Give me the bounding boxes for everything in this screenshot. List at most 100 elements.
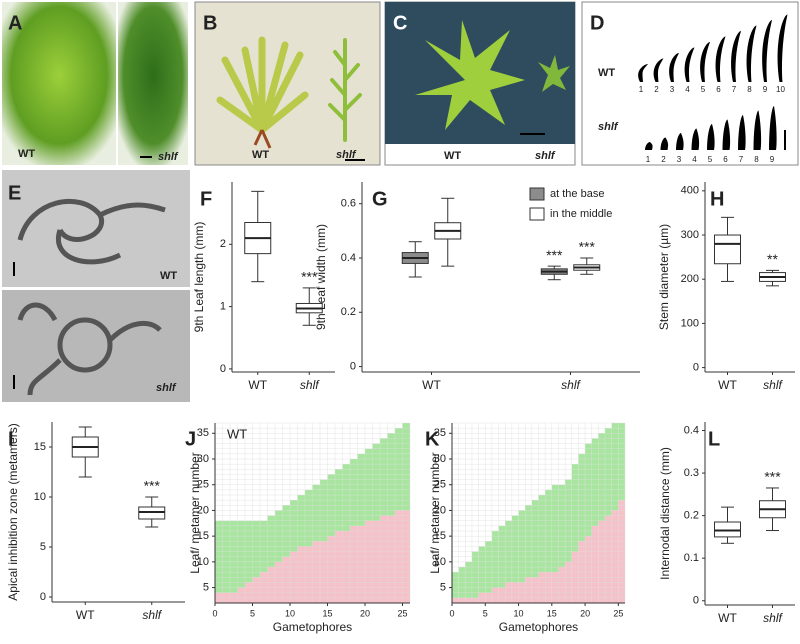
y-axis-label: Leaf/ metamer number xyxy=(188,452,202,573)
y-tick-label: 0.4 xyxy=(341,252,356,264)
leaf-number: 7 xyxy=(732,85,737,94)
cell-column xyxy=(380,515,388,603)
leaf xyxy=(731,31,741,82)
y-tick-label: 35 xyxy=(197,427,209,439)
y-tick-label: 0.2 xyxy=(684,510,699,522)
y-tick-label: 15 xyxy=(434,530,446,542)
y-axis-label: 9th Leaf width (mm) xyxy=(314,224,328,330)
cell-column xyxy=(605,428,612,516)
x-tick-label: 20 xyxy=(580,608,590,618)
leaf xyxy=(769,106,777,150)
y-axis-label: Apical inhibition zone (metamers) xyxy=(6,423,20,600)
x-tick-label: 10 xyxy=(514,608,524,618)
label: WT xyxy=(444,150,461,162)
cell-column xyxy=(471,551,479,598)
x-axis-label: Gametophores xyxy=(273,620,352,634)
cell-column xyxy=(465,597,472,603)
panel-letter: D xyxy=(590,12,604,34)
y-tick-label: 100 xyxy=(681,317,699,329)
photo xyxy=(2,2,116,165)
y-tick-label: 0 xyxy=(350,360,356,372)
cell-column xyxy=(282,556,290,603)
x-tick-label: WT xyxy=(248,378,267,392)
box xyxy=(714,521,741,538)
x-tick-label: WT xyxy=(718,611,737,625)
leaf xyxy=(746,25,757,82)
leaf-number: 5 xyxy=(708,155,713,164)
cell-column xyxy=(342,464,350,531)
y-tick-label: 0 xyxy=(693,361,699,373)
cell-column xyxy=(237,520,245,588)
plant xyxy=(216,36,309,134)
y-tick-label: 0 xyxy=(40,591,46,603)
cell-column xyxy=(312,484,320,542)
cell-column xyxy=(511,515,519,583)
cell-column xyxy=(402,423,410,511)
plant xyxy=(538,55,570,92)
y-tick-label: 0 xyxy=(693,595,699,607)
x-tick-label: WT xyxy=(422,378,441,392)
leaf xyxy=(715,36,726,82)
y-tick-label: 30 xyxy=(434,453,446,465)
cell-column xyxy=(605,515,612,603)
cell-column xyxy=(471,597,479,603)
y-tick-label: 200 xyxy=(681,273,699,285)
cell-column xyxy=(252,520,260,578)
panel-letter: K xyxy=(425,428,440,450)
photo-panel-e: E WT shlf xyxy=(2,170,190,402)
y-tick-label: 10 xyxy=(34,491,46,503)
panel-letter: B xyxy=(203,12,217,34)
cell-column xyxy=(558,567,566,603)
leaf-number: 1 xyxy=(639,85,644,94)
cell-column xyxy=(578,453,586,542)
leaf xyxy=(645,142,653,150)
y-tick-label: 5 xyxy=(203,581,209,593)
legend-label: in the middle xyxy=(550,208,612,220)
y-tick-label: 20 xyxy=(197,504,209,516)
legend-swatch xyxy=(529,207,545,221)
significance: *** xyxy=(764,469,781,485)
label: shlf xyxy=(158,151,179,163)
y-axis-label: Leaf/ metamer number xyxy=(428,452,442,573)
cell-column xyxy=(585,536,592,603)
leaf-number: 9 xyxy=(763,85,768,94)
leaf-number: 4 xyxy=(692,155,697,164)
y-tick-label: 30 xyxy=(197,453,209,465)
x-tick-label: shlf xyxy=(300,378,320,392)
leaf-number: 5 xyxy=(701,85,706,94)
leaf xyxy=(777,14,788,82)
cell-column xyxy=(478,546,486,593)
legend-swatch xyxy=(529,187,545,201)
cell-column xyxy=(525,577,532,603)
protonema xyxy=(17,302,162,396)
leaf-number: 9 xyxy=(770,155,775,164)
leaf xyxy=(638,64,648,82)
cell-column xyxy=(618,423,625,501)
y-tick-label: 0.2 xyxy=(341,306,356,318)
cell-column xyxy=(551,484,559,573)
plant xyxy=(328,38,362,142)
y-axis-label: Internodal distance (mm) xyxy=(658,447,672,580)
leaf xyxy=(738,115,746,150)
cell-column xyxy=(305,546,313,603)
significance: *** xyxy=(579,239,596,255)
leaf-number: 4 xyxy=(685,85,690,94)
cell-column xyxy=(452,572,459,598)
leaf-number: 2 xyxy=(661,155,666,164)
annotation: WT xyxy=(227,426,247,441)
protonema xyxy=(17,198,166,265)
label: shlf xyxy=(336,149,357,161)
label: shlf xyxy=(156,382,177,394)
label: WT xyxy=(598,67,615,79)
cell-column xyxy=(387,515,395,603)
label: WT xyxy=(160,270,177,282)
x-axis-label: Gametophores xyxy=(499,620,578,634)
leaf xyxy=(669,53,679,82)
leaf xyxy=(684,47,695,82)
y-tick-label: 10 xyxy=(434,556,446,568)
label: WT xyxy=(252,149,269,161)
rhizoid xyxy=(253,129,272,149)
leaf-number: 10 xyxy=(776,85,785,94)
y-tick-label: 20 xyxy=(434,504,446,516)
